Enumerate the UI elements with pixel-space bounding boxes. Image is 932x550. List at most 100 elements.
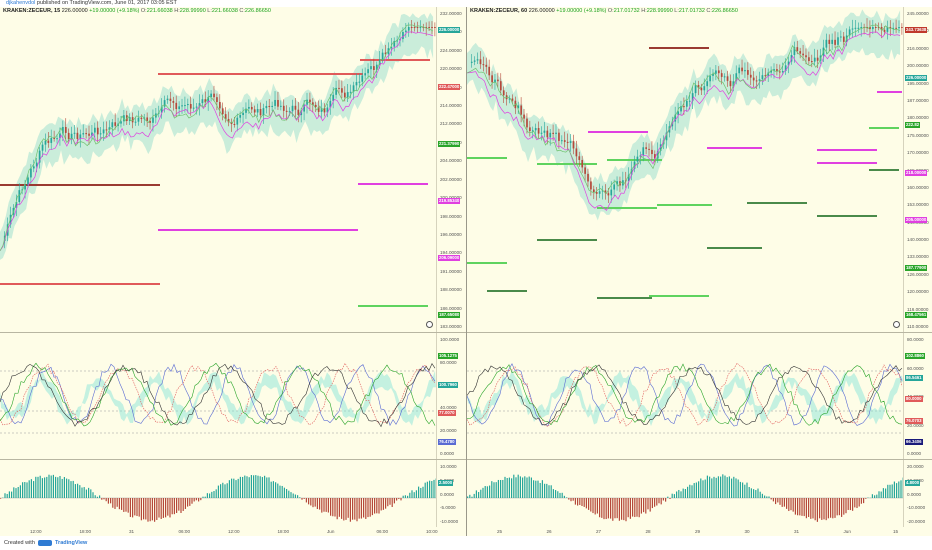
macd-bar [566, 497, 568, 498]
right-price-pane[interactable]: KRAKEN:ZECEUR, 60 226.00000 +19.00000 (+… [467, 7, 903, 332]
left-time-axis[interactable]: 12:00 18:00 31 06:00 12:00 18:00 Jun 06:00 10:00 [0, 527, 466, 536]
right-oscillator-pane[interactable] [467, 333, 903, 459]
tenkan-line [0, 24, 434, 252]
candle [880, 27, 883, 30]
right-macd-tick: 20.0000 [907, 464, 924, 469]
macd-bar [733, 476, 735, 498]
right-symbol[interactable]: KRAKEN:ZECEUR, 60 [470, 8, 528, 14]
macd-bar [24, 482, 26, 498]
macd-bar [310, 498, 312, 506]
right-time-tick: 31 [794, 529, 800, 534]
macd-bar [167, 498, 169, 516]
right-time-axis[interactable]: 25 26 27 28 29 30 31 Jun 15 [467, 527, 932, 536]
left-closeval-label: C: [239, 8, 245, 14]
right-macd-pane[interactable] [467, 460, 903, 527]
right-macd-axis[interactable]: 20.000010.00000.0000-10.0000-20.00004.80… [903, 460, 932, 527]
macd-bar [22, 482, 24, 498]
tradingview-brand[interactable]: TradingView [55, 540, 88, 546]
left-macd-pane[interactable] [0, 460, 436, 527]
left-pane-divider-2[interactable] [0, 459, 466, 460]
left-price-axis[interactable]: 232.00000228.00000224.00000220.00000218.… [436, 7, 467, 332]
left-osc-axis[interactable]: 100.000080.000060.000040.000020.00000.00… [436, 333, 467, 459]
macd-bar [125, 498, 127, 512]
macd-bar [687, 486, 689, 498]
left-visibility-icon[interactable] [426, 321, 433, 328]
ichimoku-cloud [467, 9, 901, 221]
right-price-axis[interactable]: 245.00000228.00000216.00000200.00000195.… [903, 7, 932, 332]
left-pane-divider[interactable] [0, 332, 466, 333]
macd-bar [469, 494, 471, 498]
left-symbol-title: KRAKEN:ZECEUR, 15 226.00000 +19.00000 (+… [3, 8, 271, 14]
macd-bar [30, 479, 32, 498]
candle [288, 111, 291, 113]
macd-bar [803, 498, 805, 517]
macd-bar [332, 498, 334, 517]
candle [837, 37, 839, 45]
macd-bar [812, 498, 814, 519]
macd-bar [134, 498, 136, 516]
right-pane-divider[interactable] [467, 332, 932, 333]
macd-bar [680, 491, 682, 498]
candle [221, 108, 224, 115]
candle [271, 105, 274, 107]
macd-bar [731, 478, 733, 498]
author-link[interactable]: djkahenvdol [6, 0, 36, 6]
macd-bar [314, 498, 316, 507]
level-line [707, 247, 762, 249]
right-osc-axis[interactable]: 80.000060.000040.000020.00000.0000102.88… [903, 333, 932, 459]
candle [476, 59, 479, 61]
chart-split-divider[interactable] [466, 7, 467, 536]
macd-bar [83, 487, 85, 498]
macd-bar [35, 476, 37, 498]
candle [648, 148, 650, 150]
left-symbol[interactable]: KRAKEN:ZECEUR, 15 [3, 8, 61, 14]
candle [561, 140, 563, 142]
macd-bar [616, 498, 618, 519]
candle [67, 132, 70, 140]
left-oscillator-pane[interactable] [0, 333, 436, 459]
right-visibility-icon[interactable] [893, 321, 900, 328]
candle [233, 124, 236, 126]
left-price-pane[interactable]: KRAKEN:ZECEUR, 15 226.00000 +19.00000 (+… [0, 7, 436, 332]
level-line [707, 147, 762, 149]
level-line [817, 215, 877, 217]
macd-bar [856, 498, 858, 509]
macd-bar [695, 482, 697, 498]
macd-bar [649, 498, 651, 512]
macd-bar [52, 474, 54, 498]
candle [656, 150, 659, 159]
candle [491, 75, 493, 83]
candle [674, 114, 677, 122]
tradingview-logo-icon[interactable] [38, 540, 52, 546]
candle [537, 128, 540, 134]
candle [473, 60, 476, 62]
macd-bar [594, 498, 596, 515]
right-price-tick: 120.00000 [907, 289, 929, 295]
candle [291, 105, 294, 112]
candle [355, 82, 358, 86]
candle [434, 27, 436, 28]
macd-bar [724, 475, 726, 498]
candle [105, 129, 108, 131]
right-pane-divider-2[interactable] [467, 459, 932, 460]
macd-bar [678, 489, 680, 498]
macd-bar [112, 498, 114, 508]
candle [70, 133, 73, 140]
candle [779, 71, 781, 73]
left-price-tick: 200.00000 [440, 195, 462, 200]
macd-bar [629, 498, 631, 519]
candle [91, 132, 93, 136]
macd-bar [728, 476, 730, 498]
macd-bar [382, 498, 384, 510]
macd-bar [330, 498, 332, 516]
candle [108, 127, 111, 130]
left-macd-tick: 0.0000 [440, 491, 455, 497]
candle [189, 104, 192, 109]
macd-bar [515, 477, 517, 498]
macd-bar [270, 481, 272, 498]
candle [198, 103, 201, 107]
candle [425, 27, 428, 28]
right-osc-tick: 60.0000 [907, 365, 924, 371]
candle [511, 98, 514, 101]
